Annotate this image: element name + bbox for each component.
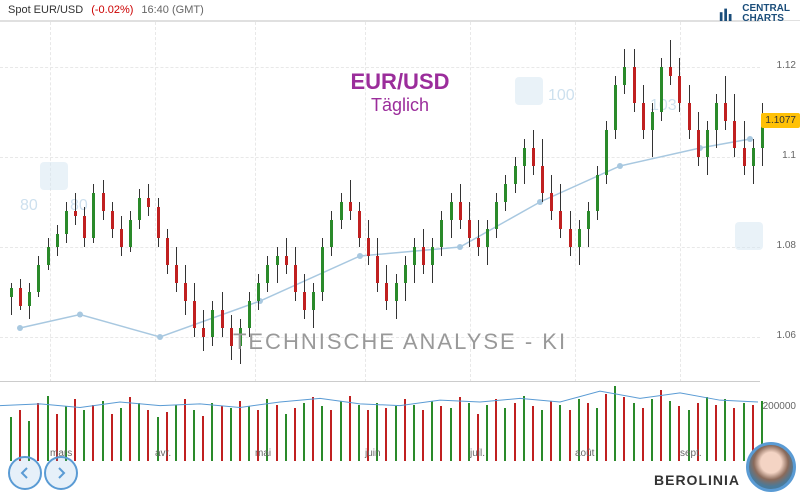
time-label: 16:40 (GMT) — [141, 4, 203, 16]
nav-prev-button[interactable] — [8, 456, 42, 490]
chart-header: Spot EUR/USD (-0.02%) 16:40 (GMT) — [0, 0, 800, 21]
nav-next-button[interactable] — [44, 456, 78, 490]
y-axis: 1.061.081.11.121.1077 — [760, 21, 800, 381]
main-chart[interactable]: 8080100103 — [0, 21, 760, 381]
chart-container: 8080100103 1.061.081.11.121.1077 200000 … — [0, 21, 800, 496]
nav-arrows — [8, 456, 78, 490]
change-label: (-0.02%) — [91, 4, 133, 16]
instrument-label: Spot EUR/USD — [8, 4, 83, 16]
x-axis: marsavr.maijuinjuil.aoûtsept. — [0, 443, 760, 461]
avatar-icon[interactable] — [746, 442, 796, 492]
berolinia-label: BEROLINIA — [654, 472, 740, 488]
